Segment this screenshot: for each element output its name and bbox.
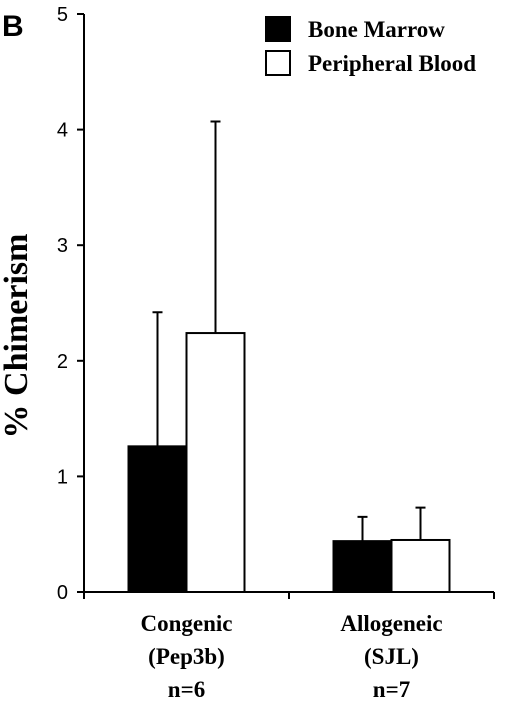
bar-peripheral-blood (185, 332, 246, 593)
bar-peripheral-blood (390, 538, 451, 593)
y-tick-label: 2 (57, 351, 68, 373)
bars (127, 332, 451, 593)
panel-label: B (2, 10, 24, 43)
error-bars (152, 120, 426, 542)
legend-label: Bone Marrow (308, 17, 445, 42)
y-tick-label: 5 (57, 4, 68, 26)
y-tick-label: 1 (57, 466, 68, 488)
x-category-label: Allogeneic (340, 611, 442, 636)
bar-bone-marrow (332, 540, 393, 593)
x-category-label: (Pep3b) (148, 644, 225, 669)
legend-label: Peripheral Blood (308, 51, 476, 76)
y-axis-ticks: 0 1 2 3 4 5 (57, 4, 84, 604)
x-category-label: Congenic (141, 611, 233, 636)
legend-swatch (265, 16, 291, 42)
bar-bone-marrow (127, 445, 188, 593)
x-axis-ticks (83, 592, 495, 599)
x-category-label: n=7 (373, 677, 410, 702)
y-tick-label: 3 (57, 235, 68, 257)
x-category-labels: Congenic (Pep3b) n=6 Allogeneic (SJL) n=7 (141, 611, 443, 702)
x-category-label: (SJL) (364, 644, 419, 669)
y-tick-label: 0 (57, 582, 68, 604)
y-axis-title: % Chimerism (0, 234, 35, 439)
y-tick-label: 4 (57, 120, 68, 142)
legend-swatch (265, 50, 291, 76)
x-category-label: n=6 (168, 677, 205, 702)
legend: Bone Marrow Peripheral Blood (265, 16, 476, 76)
